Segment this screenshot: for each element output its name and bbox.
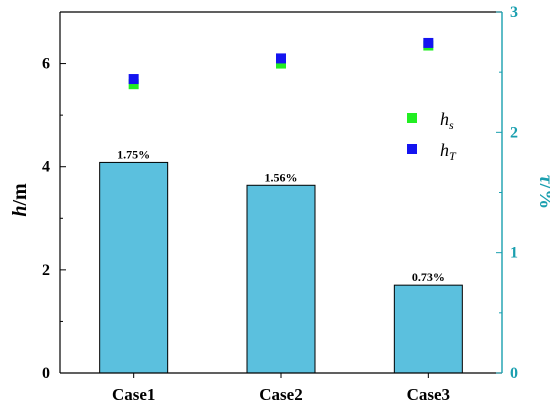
y-axis-left-title: h/m <box>9 183 31 217</box>
y-axis-right-title-main: τ <box>535 175 550 185</box>
svg-text:h/m: h/m <box>9 183 31 217</box>
y-left-tick-label-6: 6 <box>42 56 50 73</box>
y-right-tick-label-0: 0 <box>510 365 518 382</box>
bar-case2 <box>246 184 316 374</box>
bar-label-case1: 1.75% <box>117 147 150 161</box>
legend-label-ht: hT <box>440 140 457 163</box>
bar-case1 <box>99 161 169 374</box>
point-hs-case1 <box>128 79 139 90</box>
y-axis-left-title-unit: /m <box>9 183 31 207</box>
y-right-tick-label-2: 2 <box>510 124 518 141</box>
axes-layer: 0 2 4 6 0 1 2 3 Case1 Case2 Case3 <box>42 4 518 404</box>
legend: hs hT <box>407 109 457 163</box>
x-tick-label-case1: Case1 <box>112 385 155 404</box>
y-axis-right-title-unit: /% <box>535 183 550 210</box>
y-left-tick-label-4: 4 <box>42 159 50 176</box>
bars-layer: 1.75% 1.56% 0.73% <box>99 147 463 374</box>
y-axis-right-title: τ/% <box>535 175 550 209</box>
y-right-tick-label-1: 1 <box>510 245 518 262</box>
x-tick-label-case3: Case3 <box>407 385 450 404</box>
bar-label-case3: 0.73% <box>412 270 445 284</box>
bar-label-case2: 1.56% <box>265 170 298 184</box>
y-left-tick-label-2: 2 <box>42 262 50 279</box>
point-ht-case3 <box>423 37 434 48</box>
bar-case3 <box>393 284 463 374</box>
points-layer <box>128 37 434 90</box>
point-ht-case2 <box>276 53 286 64</box>
legend-marker-hs <box>407 113 417 123</box>
point-hs-case2 <box>276 58 286 69</box>
point-ht-case1 <box>128 74 139 85</box>
legend-label-hs: hs <box>440 109 454 132</box>
y-axis-left-title-main: h <box>9 206 31 217</box>
y-left-tick-label-0: 0 <box>42 365 50 382</box>
x-tick-label-case2: Case2 <box>259 385 302 404</box>
y-right-tick-label-3: 3 <box>510 4 518 21</box>
legend-marker-ht <box>407 144 417 154</box>
svg-text:τ/%: τ/% <box>535 175 550 209</box>
